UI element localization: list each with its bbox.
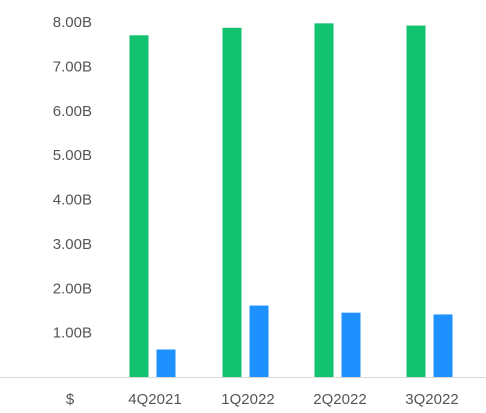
bar xyxy=(341,312,361,377)
y-tick-label: 8.00B xyxy=(53,14,92,31)
y-tick-label: 1.00B xyxy=(53,325,92,342)
x-tick-label: 3Q2022 xyxy=(405,391,458,408)
x-tick-label: 1Q2022 xyxy=(221,391,274,408)
y-tick-label: 2.00B xyxy=(53,280,92,297)
bar xyxy=(249,305,269,377)
bar xyxy=(406,25,426,378)
y-tick-label: 5.00B xyxy=(53,147,92,164)
bar xyxy=(222,27,242,378)
y-tick-label: 4.00B xyxy=(53,192,92,209)
y-tick-label: 7.00B xyxy=(53,58,92,75)
bar xyxy=(433,314,453,377)
y-tick-label: 3.00B xyxy=(53,236,92,253)
bar xyxy=(156,349,176,377)
x-tick-label: 4Q2021 xyxy=(128,391,181,408)
x-axis: 4Q2021 1Q2022 2Q2022 3Q2022 xyxy=(0,377,486,408)
x-tick-label: 2Q2022 xyxy=(313,391,366,408)
bars xyxy=(129,23,453,378)
y-tick-label: $ xyxy=(66,391,75,408)
y-axis: $1.00B 2.00B 3.00B 4.00B 5.00B 6.00B 7.00B 8.00… xyxy=(53,14,92,408)
y-tick-label: 6.00B xyxy=(53,103,92,120)
bar xyxy=(314,23,334,378)
bar xyxy=(129,35,149,377)
